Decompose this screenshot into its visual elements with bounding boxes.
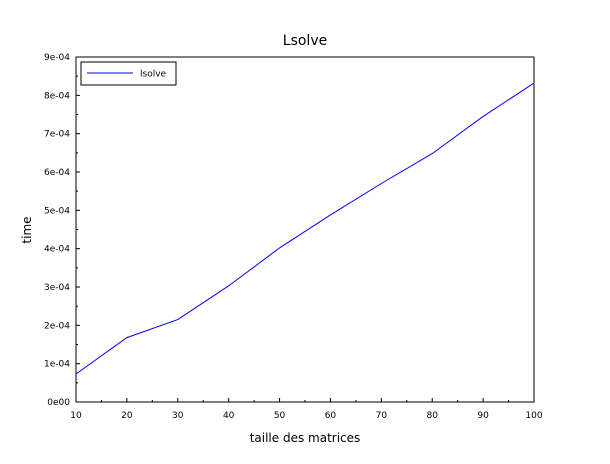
y-tick-label: 9e-04 (44, 53, 70, 63)
y-tick-label: 1e-04 (44, 360, 70, 370)
x-axis-label: taille des matrices (250, 431, 361, 445)
plot-area: 10 20 30 40 50 60 70 80 90 100 0e00 1e-04 2e-04 3e-0… (44, 53, 543, 421)
x-tick-label: 40 (223, 411, 235, 421)
y-tick-label: 4e-04 (44, 245, 70, 255)
y-tick-label: 3e-04 (44, 283, 70, 293)
x-tick-label: 100 (525, 411, 542, 421)
x-tick-label: 30 (172, 411, 184, 421)
chart-title: Lsolve (283, 33, 327, 49)
y-axis-ticks (76, 56, 80, 403)
x-tick-label: 50 (274, 411, 286, 421)
y-tick-label: 5e-04 (44, 206, 70, 216)
x-tick-label: 90 (477, 411, 489, 421)
series-line-lsolve (75, 82, 535, 375)
legend-label-lsolve: lsolve (140, 70, 167, 80)
x-tick-label: 20 (121, 411, 133, 421)
y-tick-label: 0e00 (47, 398, 70, 408)
legend: lsolve (80, 61, 177, 86)
y-tick-label: 2e-04 (44, 321, 70, 331)
y-axis-label: time (20, 216, 34, 243)
x-axis-ticks (75, 398, 535, 402)
y-tick-label: 6e-04 (44, 168, 70, 178)
x-tick-label: 60 (325, 411, 337, 421)
y-tick-label: 8e-04 (44, 91, 70, 101)
x-tick-label: 70 (376, 411, 388, 421)
x-axis-tick-labels: 10 20 30 40 50 60 70 80 90 100 (70, 411, 543, 421)
x-tick-label: 10 (70, 411, 82, 421)
y-axis-tick-labels: 0e00 1e-04 2e-04 3e-04 4e-04 5e-04 6e-04 7e-04 8… (44, 53, 70, 408)
x-tick-label: 80 (426, 411, 438, 421)
series-layer (75, 82, 535, 375)
y-tick-label: 7e-04 (44, 130, 70, 140)
